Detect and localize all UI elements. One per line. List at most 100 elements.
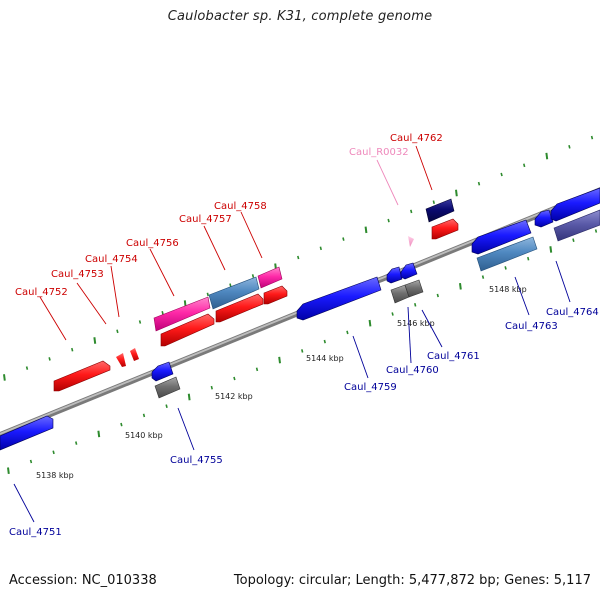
gene-arrow-caul-4759[interactable] — [296, 276, 382, 321]
gene-label-caul-4763: Caul_4763 — [505, 321, 558, 332]
tick-mark — [549, 246, 553, 253]
tick-mark — [278, 356, 281, 364]
tick-mark — [523, 163, 526, 168]
gene-arrow-caul-4764-b[interactable] — [550, 187, 600, 222]
tick-mark — [481, 275, 485, 279]
tick-mark — [568, 145, 571, 149]
tick-mark — [410, 209, 413, 214]
gene-label-caul-4757: Caul_4757 — [179, 214, 232, 225]
gene-label-caul-4762: Caul_4762 — [390, 133, 443, 144]
gene-arrow-caul-4757[interactable] — [208, 276, 260, 310]
tick-mark — [545, 152, 549, 160]
tick-mark — [391, 312, 394, 316]
tick-mark — [116, 329, 119, 334]
rna-arrow-caul-r0032[interactable] — [408, 236, 414, 247]
tick-mark — [97, 430, 101, 438]
tick-label-5146: 5146 kbp — [397, 319, 435, 328]
genome-summary-text: Topology: circular; Length: 5,477,872 bp… — [233, 573, 591, 588]
tick-label-5148: 5148 kbp — [489, 285, 527, 294]
gene-arrow-caul-4760[interactable] — [386, 266, 403, 284]
tick-mark — [25, 366, 29, 370]
tick-mark — [71, 347, 74, 352]
gene-arrow-caul-4761[interactable] — [400, 262, 418, 280]
tick-mark — [297, 255, 300, 260]
gene-arrow-caul-4754[interactable] — [130, 348, 139, 361]
tick-mark — [251, 274, 255, 278]
tick-mark — [323, 339, 326, 344]
gene-arrow-caul-4762-b[interactable] — [431, 218, 459, 240]
gene-label-caul-4755: Caul_4755 — [170, 455, 223, 466]
gene-arrow-caul-4751[interactable] — [0, 415, 54, 451]
gene-label-caul-4753: Caul_4753 — [51, 269, 104, 280]
tick-mark — [432, 200, 435, 204]
tick-mark — [301, 349, 304, 353]
gene-label-caul-4759: Caul_4759 — [344, 382, 397, 393]
lower-tick-track — [7, 229, 598, 475]
gene-label-caul-4758: Caul_4758 — [214, 201, 267, 212]
tick-mark — [368, 319, 372, 327]
gene-arrow-caul-4761-b[interactable] — [404, 279, 424, 298]
tick-label-5144: 5144 kbp — [306, 354, 344, 363]
gene-arrow-caul-4763-b[interactable] — [476, 236, 538, 272]
gene-arrow-caul-4755[interactable] — [151, 361, 174, 382]
tick-mark — [75, 441, 78, 445]
gene-label-caul-4761: Caul_4761 — [427, 351, 480, 362]
tick-mark — [342, 237, 345, 241]
tick-mark — [594, 229, 598, 233]
gene-label-caul-4754: Caul_4754 — [85, 254, 138, 265]
gene-arrow-caul-4756-b[interactable] — [160, 313, 215, 347]
tick-mark — [138, 320, 142, 324]
accession-text: Accession: NC_010338 — [9, 573, 157, 588]
tick-mark — [29, 459, 33, 464]
tick-mark — [572, 238, 575, 242]
tick-mark — [233, 376, 236, 381]
tick-mark — [346, 330, 349, 335]
tick-mark — [459, 282, 462, 290]
gene-label-caul-4764: Caul_4764 — [546, 307, 599, 318]
tick-mark — [255, 367, 259, 372]
tick-mark — [3, 374, 6, 381]
tick-mark — [387, 218, 390, 223]
gene-arrow-caul-4752[interactable] — [53, 360, 111, 392]
gene-label-caul-4756: Caul_4756 — [126, 238, 179, 249]
gene-arrow-caul-4757-b[interactable] — [215, 293, 264, 323]
gene-arrow-caul-4755-b[interactable] — [154, 376, 181, 399]
tick-mark — [590, 135, 594, 140]
tick-mark — [48, 357, 51, 361]
tick-mark — [477, 181, 481, 186]
tick-mark — [436, 293, 439, 298]
tick-mark — [120, 422, 123, 427]
gene-label-caul-4760: Caul_4760 — [386, 365, 439, 376]
gene-arrow-caul-4764-c[interactable] — [553, 209, 600, 242]
tick-mark — [206, 292, 209, 297]
tick-mark — [93, 337, 97, 344]
tick-mark — [165, 404, 168, 408]
gene-arrow-caul-4764[interactable] — [534, 209, 554, 228]
tick-mark — [210, 385, 213, 390]
tick-mark — [504, 266, 507, 270]
gene-arrow-caul-4762[interactable] — [425, 198, 455, 223]
gene-arrow-caul-4753[interactable] — [116, 353, 126, 367]
gene-arrow-caul-4763[interactable] — [471, 219, 532, 255]
map-title: Caulobacter sp. K31, complete genome — [167, 9, 433, 24]
gene-arrow-caul-4756[interactable] — [153, 296, 211, 332]
tick-mark — [527, 256, 530, 261]
gene-arrow-caul-4758-b[interactable] — [263, 285, 288, 305]
gene-label-caul-4751: Caul_4751 — [9, 527, 62, 538]
tick-label-5142: 5142 kbp — [215, 392, 253, 401]
tick-mark — [414, 303, 417, 307]
tick-mark — [187, 393, 191, 401]
tick-mark — [142, 413, 146, 418]
gene-label-caul-r0032: Caul_R0032 — [349, 147, 409, 158]
tick-label-5140: 5140 kbp — [125, 431, 163, 440]
label-leader-lines — [13, 145, 571, 523]
tick-mark — [364, 226, 368, 234]
upper-tick-track — [3, 135, 594, 381]
tick-mark — [7, 467, 10, 475]
gene-features — [0, 187, 600, 451]
tick-mark — [500, 172, 503, 177]
tick-label-5138: 5138 kbp — [36, 471, 74, 480]
tick-mark — [52, 450, 55, 455]
gene-arrow-caul-4758[interactable] — [257, 266, 283, 289]
